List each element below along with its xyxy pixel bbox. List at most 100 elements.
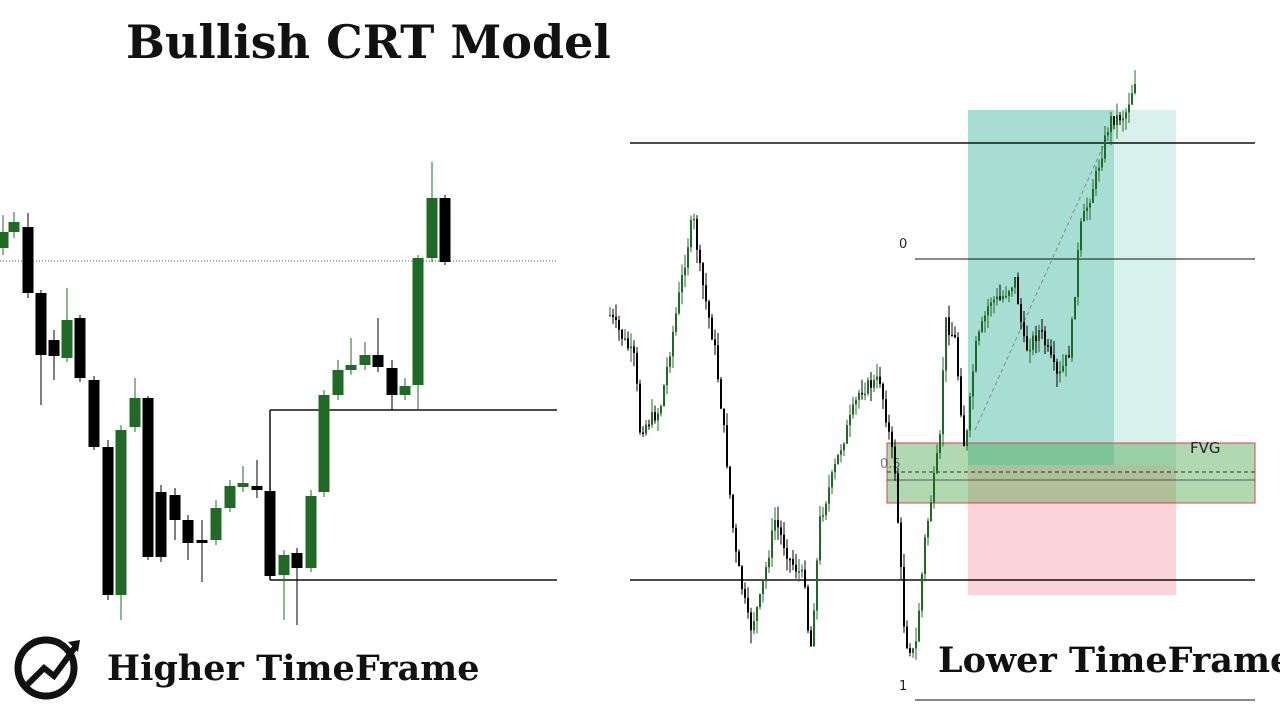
candle-body bbox=[762, 581, 764, 595]
candle-body bbox=[609, 314, 611, 317]
candle-body bbox=[921, 573, 923, 611]
candle-body bbox=[927, 520, 929, 538]
candle-body bbox=[318, 395, 330, 492]
candle-body bbox=[960, 376, 962, 416]
htf-caption: Higher TimeFrame bbox=[107, 648, 479, 689]
candle-body bbox=[1056, 361, 1058, 374]
candle-body bbox=[915, 641, 917, 649]
candle-body bbox=[426, 198, 438, 258]
candle-body bbox=[1041, 330, 1043, 332]
candle-body bbox=[882, 384, 884, 400]
candle-body bbox=[1113, 116, 1115, 125]
candle-body bbox=[681, 275, 683, 293]
candle-body bbox=[129, 398, 141, 427]
candle-body bbox=[873, 379, 875, 388]
candle-body bbox=[774, 519, 776, 531]
candle-body bbox=[963, 415, 965, 447]
candle-body bbox=[645, 424, 647, 434]
candle-body bbox=[969, 396, 971, 431]
candle-body bbox=[666, 366, 668, 386]
candle-body bbox=[1008, 291, 1010, 296]
candle-body bbox=[864, 393, 866, 396]
candle-body bbox=[669, 356, 671, 367]
candle-body bbox=[795, 564, 797, 572]
candle-body bbox=[630, 346, 632, 349]
candle-body bbox=[816, 560, 818, 611]
candle-body bbox=[639, 383, 641, 433]
candle-body bbox=[843, 443, 845, 451]
candle-body bbox=[1005, 295, 1007, 298]
candle-body bbox=[1014, 276, 1016, 288]
candle-body bbox=[1116, 115, 1118, 125]
candle-body bbox=[1098, 167, 1100, 171]
candle-body bbox=[693, 218, 695, 221]
candle-body bbox=[771, 530, 773, 558]
candle-body bbox=[993, 299, 995, 303]
candle-body bbox=[996, 296, 998, 300]
candle-body bbox=[102, 447, 114, 595]
candle-body bbox=[359, 355, 371, 365]
candle-body bbox=[1068, 354, 1070, 358]
candle-body bbox=[332, 370, 344, 395]
candle-body bbox=[1047, 345, 1049, 347]
candle-body bbox=[966, 430, 968, 447]
candle-body bbox=[924, 537, 926, 574]
candle-body bbox=[399, 386, 411, 395]
candle-body bbox=[1011, 287, 1013, 292]
candle-body bbox=[169, 495, 181, 520]
ltf-caption: Lower TimeFrame bbox=[938, 640, 1280, 681]
candle-body bbox=[1071, 319, 1073, 358]
candle-body bbox=[1101, 158, 1103, 168]
candle-body bbox=[633, 346, 635, 353]
candle-body bbox=[978, 331, 980, 341]
candle-body bbox=[828, 487, 830, 504]
candle-body bbox=[813, 610, 815, 647]
target-zone-extension bbox=[1114, 110, 1176, 465]
candle-body bbox=[744, 589, 746, 598]
candle-body bbox=[678, 292, 680, 314]
candle-body bbox=[822, 515, 824, 517]
candle-body bbox=[840, 450, 842, 455]
candle-body bbox=[780, 527, 782, 535]
candle-body bbox=[182, 520, 194, 543]
candle-body bbox=[819, 516, 821, 561]
candle-body bbox=[855, 399, 857, 405]
candle-body bbox=[885, 399, 887, 423]
candle-body bbox=[699, 249, 701, 264]
candle-body bbox=[636, 352, 638, 384]
fvg-zone bbox=[886, 442, 1256, 504]
candle-body bbox=[612, 314, 614, 317]
candle-body bbox=[672, 331, 674, 357]
candle-body bbox=[765, 567, 767, 582]
candle-body bbox=[663, 385, 665, 407]
candle-body bbox=[61, 320, 73, 358]
candle-body bbox=[702, 263, 704, 286]
candle-body bbox=[939, 434, 941, 454]
candle-body bbox=[224, 486, 236, 508]
candle-body bbox=[642, 432, 644, 434]
candle-body bbox=[900, 522, 902, 567]
candle-body bbox=[618, 319, 620, 330]
candle-body bbox=[1131, 93, 1133, 105]
candle-body bbox=[264, 491, 276, 576]
candle-body bbox=[1026, 336, 1028, 351]
candle-body bbox=[846, 425, 848, 444]
candle-body bbox=[756, 607, 758, 622]
fib-1-label: 1 bbox=[899, 679, 907, 694]
candle-body bbox=[1050, 346, 1052, 355]
candle-body bbox=[1110, 116, 1112, 133]
candle-body bbox=[987, 306, 989, 316]
candle-body bbox=[654, 412, 656, 421]
candle-body bbox=[278, 555, 290, 575]
candle-body bbox=[972, 371, 974, 397]
logo bbox=[14, 636, 80, 700]
candle-body bbox=[804, 569, 806, 587]
candle-body bbox=[1017, 276, 1019, 305]
candle-body bbox=[861, 392, 863, 395]
candle-body bbox=[759, 594, 761, 608]
candle-body bbox=[942, 370, 944, 435]
candle-body bbox=[648, 424, 650, 427]
candle-body bbox=[726, 425, 728, 467]
candle-body bbox=[386, 368, 398, 395]
